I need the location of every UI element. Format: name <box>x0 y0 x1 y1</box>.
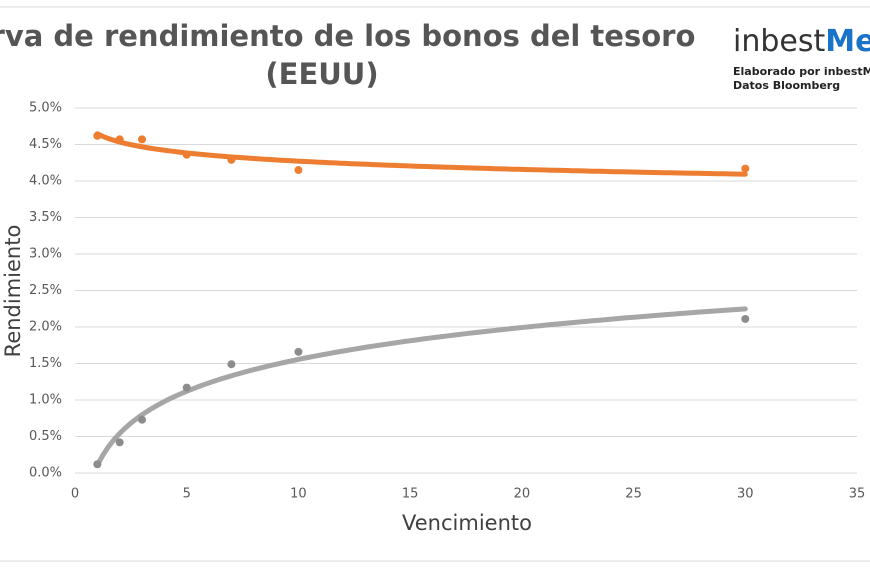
point <box>93 460 102 469</box>
x-tick-label: 35 <box>849 487 866 502</box>
x-tick-label: 30 <box>737 487 754 502</box>
y-tick-label: 3.5% <box>29 210 62 225</box>
point <box>741 314 750 323</box>
trendline <box>94 131 748 177</box>
point <box>138 135 147 144</box>
y-tick-label: 2.0% <box>29 320 62 335</box>
chart-title: (EEUU) <box>265 57 378 91</box>
point <box>93 131 102 140</box>
note: Datos Bloomberg <box>733 79 840 92</box>
point <box>227 360 236 369</box>
point <box>741 164 750 173</box>
point <box>227 155 236 164</box>
y-tick-label: 4.5% <box>29 137 62 152</box>
y-tick-label: 0.5% <box>29 429 62 444</box>
y-tick-label: 5.0% <box>29 101 62 116</box>
y-tick-label: 1.0% <box>29 393 62 408</box>
point <box>294 166 303 175</box>
x-tick-label: 25 <box>625 487 642 502</box>
point <box>294 347 303 356</box>
x-tick-label: 0 <box>71 487 79 502</box>
x-tick-label: 20 <box>514 487 531 502</box>
logo-accent: Me <box>825 24 870 59</box>
x-tick-label: 10 <box>290 487 307 502</box>
note: Elaborado por inbestMe <box>733 65 870 78</box>
x-tick-label: 15 <box>402 487 419 502</box>
logo: inbestMe <box>733 24 870 59</box>
y-tick-label: 0.0% <box>29 466 62 481</box>
chart-title: Curva de rendimiento de los bonos del te… <box>0 19 695 53</box>
y-axis-title: Rendimiento <box>1 225 25 358</box>
trendline <box>94 306 748 468</box>
y-tick-label: 3.0% <box>29 247 62 262</box>
y-tick-label: 2.5% <box>29 283 62 298</box>
y-tick-label: 1.5% <box>29 356 62 371</box>
point <box>115 438 124 447</box>
x-axis-title: Vencimiento <box>402 511 532 535</box>
x-tick-label: 5 <box>183 487 191 502</box>
point <box>182 383 191 392</box>
point <box>115 135 124 144</box>
point <box>138 415 147 424</box>
y-tick-label: 4.0% <box>29 174 62 189</box>
logo-text: inbest <box>733 24 825 59</box>
point <box>182 150 191 159</box>
